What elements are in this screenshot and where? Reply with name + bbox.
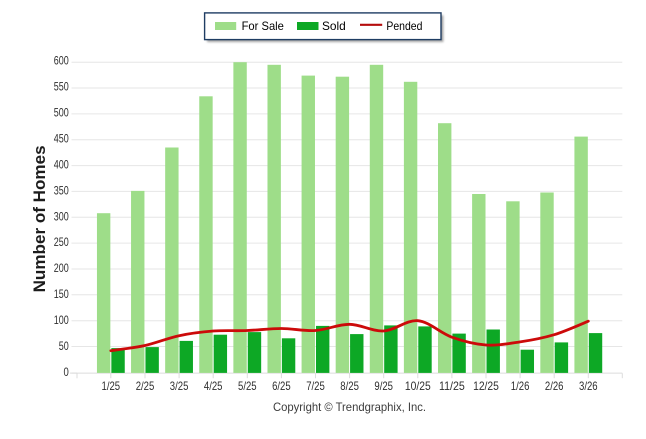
- svg-text:12/25: 12/25: [473, 379, 499, 393]
- svg-text:Number of Homes: Number of Homes: [30, 145, 49, 292]
- svg-text:3/25: 3/25: [170, 379, 189, 393]
- svg-text:10/25: 10/25: [405, 379, 431, 393]
- svg-text:6/25: 6/25: [272, 379, 291, 393]
- svg-text:400: 400: [54, 159, 69, 171]
- svg-text:150: 150: [54, 289, 69, 301]
- svg-text:0: 0: [64, 367, 69, 379]
- svg-text:8/25: 8/25: [340, 379, 359, 393]
- svg-text:4/25: 4/25: [204, 379, 223, 393]
- svg-text:1/25: 1/25: [102, 379, 121, 393]
- svg-text:Sold: Sold: [322, 19, 346, 33]
- svg-text:Pended: Pended: [386, 19, 422, 33]
- svg-text:500: 500: [54, 108, 69, 120]
- svg-text:1/26: 1/26: [511, 379, 530, 393]
- svg-text:For Sale: For Sale: [242, 19, 285, 33]
- svg-text:550: 550: [54, 82, 69, 94]
- svg-text:350: 350: [54, 185, 69, 197]
- svg-text:9/25: 9/25: [374, 379, 393, 393]
- svg-text:2/25: 2/25: [136, 379, 155, 393]
- svg-text:250: 250: [54, 237, 69, 249]
- svg-text:Copyright © Trendgraphix, Inc.: Copyright © Trendgraphix, Inc.: [273, 400, 426, 414]
- svg-text:2/26: 2/26: [545, 379, 564, 393]
- svg-text:200: 200: [54, 263, 69, 275]
- svg-text:300: 300: [54, 211, 69, 223]
- svg-text:600: 600: [54, 56, 69, 68]
- svg-text:100: 100: [54, 315, 69, 327]
- svg-text:11/25: 11/25: [439, 379, 465, 393]
- svg-text:7/25: 7/25: [306, 379, 325, 393]
- svg-text:5/25: 5/25: [238, 379, 257, 393]
- svg-text:50: 50: [59, 341, 69, 353]
- svg-text:3/26: 3/26: [579, 379, 598, 393]
- svg-text:450: 450: [54, 133, 69, 145]
